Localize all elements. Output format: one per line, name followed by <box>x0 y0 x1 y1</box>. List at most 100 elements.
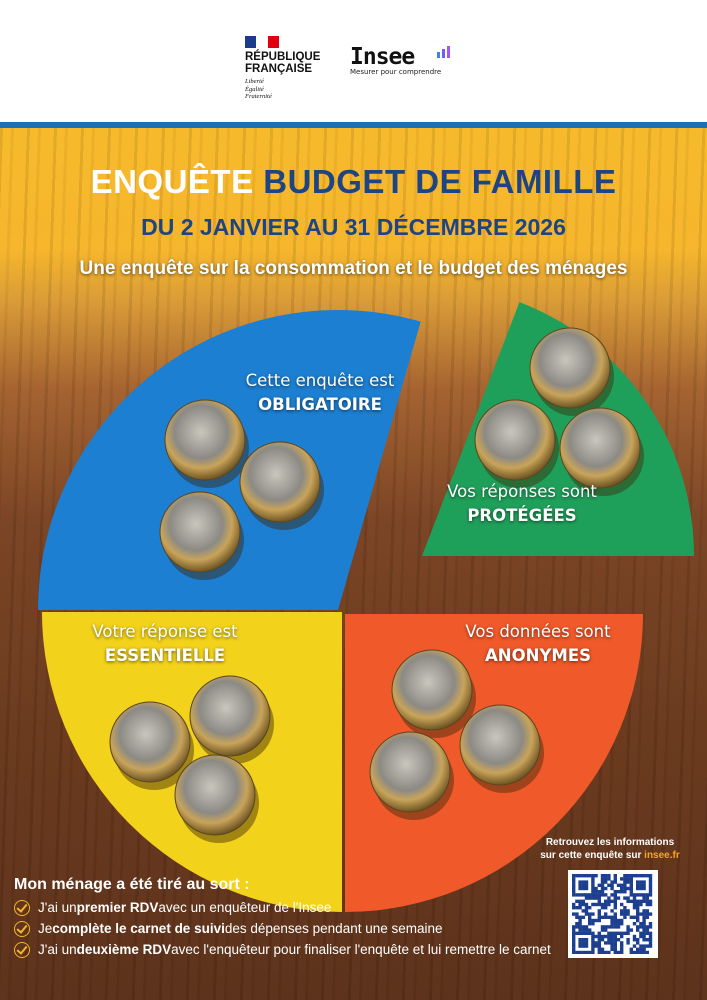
qr-module <box>581 941 585 945</box>
qr-module <box>642 938 646 942</box>
qr-line1: Retrouvez les informations <box>545 837 675 848</box>
qr-module <box>604 906 608 910</box>
qr-module <box>584 950 589 955</box>
qr-module <box>594 941 598 945</box>
qr-module <box>620 931 624 935</box>
qr-module <box>642 931 646 935</box>
qr-module <box>642 928 646 932</box>
label-emph: PROTÉGÉES <box>467 506 577 525</box>
qr-module <box>572 941 576 945</box>
qr-module <box>581 931 585 935</box>
qr-module <box>642 893 646 897</box>
qr-module <box>645 899 649 903</box>
qr-module <box>578 883 582 887</box>
qr-module <box>591 941 595 945</box>
qr-module <box>629 874 633 878</box>
qr-module <box>639 947 643 951</box>
qr-module <box>584 944 589 948</box>
qr-module <box>648 941 653 945</box>
qr-module <box>636 947 640 951</box>
motto-3: Fraternité <box>245 93 272 100</box>
qr-module <box>578 922 582 926</box>
step-post: avec l'enquêteur pour finaliser l'enquêt… <box>171 942 551 957</box>
qr-code-pattern <box>572 874 653 955</box>
qr-module <box>597 944 601 948</box>
insee-link[interactable]: insee.fr <box>644 850 680 861</box>
qr-module <box>629 950 633 955</box>
qr-module <box>597 941 601 945</box>
qr-module <box>600 906 605 910</box>
qr-module <box>629 899 633 903</box>
qr-module <box>575 912 579 916</box>
qr-module <box>613 893 617 897</box>
qr-module <box>626 899 630 903</box>
qr-module <box>623 896 627 900</box>
qr-module <box>639 874 643 878</box>
qr-module <box>594 890 598 894</box>
qr-module <box>639 931 643 935</box>
qr-module <box>610 886 614 891</box>
qr-module <box>591 922 595 926</box>
qr-module <box>584 931 589 935</box>
qr-module <box>610 909 614 913</box>
label-anonymes: Vos données sont ANONYMES <box>418 620 658 668</box>
qr-module <box>639 950 643 955</box>
qr-module <box>642 886 646 891</box>
step-bold: deuxième RDV <box>76 942 172 957</box>
qr-module <box>584 941 589 945</box>
qr-module <box>629 886 633 891</box>
qr-module <box>584 896 589 900</box>
qr-module <box>572 902 576 907</box>
qr-module <box>591 950 595 955</box>
qr-module <box>610 934 614 939</box>
check-circle-icon <box>14 941 30 958</box>
qr-module <box>604 880 608 884</box>
qr-module <box>636 883 640 887</box>
qr-module <box>642 883 646 887</box>
qr-module <box>620 890 624 894</box>
qr-module <box>588 896 592 900</box>
qr-module <box>591 938 595 942</box>
insee-bars-icon <box>437 46 450 58</box>
qr-module <box>616 931 621 935</box>
qr-module <box>636 941 640 945</box>
qr-module <box>597 938 601 942</box>
qr-module <box>578 950 582 955</box>
qr-module <box>572 950 576 955</box>
qr-module <box>572 906 576 910</box>
qr-module <box>613 880 617 884</box>
qr-module <box>648 874 653 878</box>
qr-module <box>604 886 608 891</box>
step-3: J'ai un deuxième RDV avec l'enquêteur po… <box>14 939 551 960</box>
qr-module <box>645 915 649 919</box>
qr-module <box>648 931 653 935</box>
qr-module <box>629 928 633 932</box>
qr-module <box>584 874 589 878</box>
qr-module <box>636 893 640 897</box>
rf-line2: FRANÇAISE <box>245 63 313 75</box>
euro-coin <box>459 704 541 786</box>
qr-module <box>629 880 633 884</box>
divider <box>0 122 707 128</box>
insee-logo: Insee Mesurer pour comprendre <box>350 44 450 76</box>
qr-module <box>645 874 649 878</box>
qr-module <box>575 950 579 955</box>
qr-module <box>613 934 617 939</box>
qr-module <box>584 925 589 929</box>
qr-module <box>594 896 598 900</box>
qr-module <box>639 925 643 929</box>
qr-module <box>616 938 621 942</box>
qr-module <box>591 947 595 951</box>
qr-module <box>613 902 617 907</box>
qr-module <box>610 941 614 945</box>
qr-module <box>645 896 649 900</box>
qr-module <box>604 893 608 897</box>
qr-module <box>572 944 576 948</box>
qr-module <box>626 925 630 929</box>
qr-module <box>629 915 633 919</box>
qr-module <box>642 909 646 913</box>
qr-module <box>594 934 598 939</box>
qr-code[interactable] <box>568 870 658 958</box>
qr-module <box>584 886 589 891</box>
